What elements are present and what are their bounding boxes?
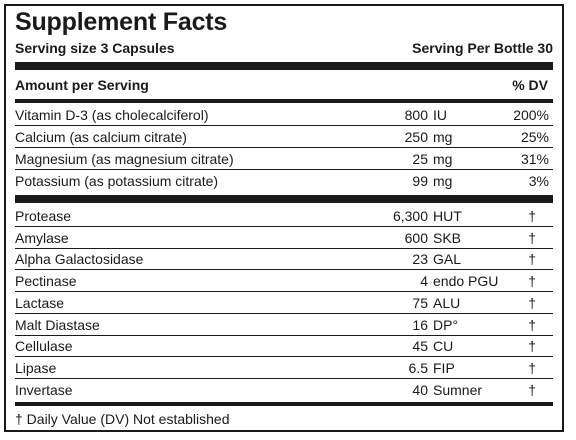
ingredient-name: Calcium (as calcium citrate)	[15, 129, 187, 145]
servings-per-bottle: Serving Per Bottle 30	[412, 40, 553, 56]
dagger-mark: †	[528, 229, 536, 246]
dagger-mark: †	[528, 251, 536, 268]
ingredient-amount: 23	[412, 251, 428, 268]
row-divider	[15, 248, 553, 249]
nutrient-row: Calcium (as calcium citrate) 250 mg 25%	[15, 126, 553, 148]
ingredient-unit: ALU	[433, 294, 461, 311]
ingredient-amount: 99	[412, 173, 428, 189]
enzyme-row: Amylase 600 SKB †	[15, 227, 553, 249]
dagger-mark: †	[528, 294, 536, 311]
ingredient-name: Protease	[15, 208, 72, 224]
ingredient-name: Potassium (as potassium citrate)	[15, 173, 219, 189]
dagger-mark: †	[528, 273, 536, 290]
footnote: † Daily Value (DV) Not established	[15, 411, 230, 427]
ingredient-unit: SKB	[433, 229, 462, 246]
nutrient-row: Magnesium (as magnesium citrate) 25 mg 31%	[15, 148, 553, 170]
enzyme-row: Protease 6,300 HUT †	[15, 205, 553, 227]
row-divider	[15, 147, 553, 148]
row-divider	[15, 169, 553, 170]
header-divider	[15, 99, 553, 103]
ingredient-unit: FIP	[433, 359, 455, 376]
section-divider	[15, 195, 553, 203]
enzyme-row: Cellulase 45 CU †	[15, 335, 553, 357]
panel-title: Supplement Facts	[15, 8, 228, 36]
enzyme-row: Alpha Galactosidase 23 GAL †	[15, 248, 553, 270]
ingredient-name: Lactase	[15, 294, 65, 311]
enzyme-row: Pectinase 4 endo PGU †	[15, 270, 553, 292]
row-divider	[15, 335, 553, 336]
ingredient-unit: mg	[433, 129, 453, 145]
ingredient-amount: 800	[404, 107, 428, 123]
daily-value-percent: 3%	[528, 173, 549, 189]
ingredient-unit: CU	[433, 338, 454, 355]
ingredient-amount: 6.5	[408, 359, 428, 376]
dagger-mark: †	[528, 208, 536, 224]
enzyme-row: Invertase 40 Sumner †	[15, 379, 553, 401]
footer-divider	[15, 402, 553, 406]
ingredient-amount: 75	[412, 294, 428, 311]
row-divider	[15, 378, 553, 379]
ingredient-amount: 600	[404, 229, 428, 246]
ingredient-name: Amylase	[15, 229, 69, 246]
enzyme-row: Malt Diastase 16 DP° †	[15, 314, 553, 336]
ingredient-unit: IU	[433, 107, 447, 123]
daily-value-percent: 200%	[513, 107, 549, 123]
ingredient-name: Alpha Galactosidase	[15, 251, 144, 268]
ingredient-amount: 4	[420, 273, 428, 290]
ingredient-name: Vitamin D-3 (as cholecalciferol)	[15, 107, 209, 123]
supplement-facts-panel: Supplement Facts Serving size 3 Capsules…	[4, 4, 564, 432]
row-divider	[15, 269, 553, 270]
row-divider	[15, 356, 553, 357]
nutrient-row: Vitamin D-3 (as cholecalciferol) 800 IU 200…	[15, 104, 553, 126]
ingredient-name: Pectinase	[15, 273, 77, 290]
ingredient-unit: GAL	[433, 251, 462, 268]
enzyme-row: Lactase 75 ALU †	[15, 292, 553, 314]
column-header: Amount per Serving % DV	[15, 74, 553, 96]
serving-size: Serving size 3 Capsules	[15, 40, 175, 56]
ingredient-unit: mg	[433, 173, 453, 189]
ingredient-name: Magnesium (as magnesium citrate)	[15, 151, 234, 167]
daily-value-header: % DV	[512, 77, 548, 93]
ingredient-name: Cellulase	[15, 338, 73, 355]
ingredient-amount: 45	[412, 338, 428, 355]
serving-info: Serving size 3 Capsules Serving Per Bott…	[15, 38, 553, 58]
ingredient-name: Lipase	[15, 359, 57, 376]
row-divider	[15, 291, 553, 292]
ingredient-name: Invertase	[15, 381, 73, 398]
ingredient-amount: 25	[412, 151, 428, 167]
nutrient-row: Potassium (as potassium citrate) 99 mg 3%	[15, 170, 553, 192]
ingredient-unit: DP°	[433, 316, 459, 333]
ingredient-amount: 40	[412, 381, 428, 398]
row-divider	[15, 226, 553, 227]
row-divider	[15, 313, 553, 314]
ingredient-unit: HUT	[433, 208, 462, 224]
thick-divider	[15, 62, 553, 70]
enzyme-row: Lipase 6.5 FIP †	[15, 357, 553, 379]
dagger-mark: †	[528, 381, 536, 398]
ingredient-amount: 6,300	[392, 208, 428, 224]
dagger-mark: †	[528, 338, 536, 355]
ingredient-unit: Sumner	[433, 381, 483, 398]
daily-value-percent: 31%	[520, 151, 549, 167]
dagger-mark: †	[528, 359, 536, 376]
daily-value-percent: 25%	[520, 129, 549, 145]
dagger-mark: †	[528, 316, 536, 333]
ingredient-unit: mg	[433, 151, 453, 167]
amount-per-serving-header: Amount per Serving	[15, 77, 149, 93]
ingredient-amount: 16	[412, 316, 428, 333]
ingredient-amount: 250	[404, 129, 428, 145]
ingredient-name: Malt Diastase	[15, 316, 100, 333]
ingredient-unit: endo PGU	[433, 273, 499, 290]
row-divider	[15, 125, 553, 126]
